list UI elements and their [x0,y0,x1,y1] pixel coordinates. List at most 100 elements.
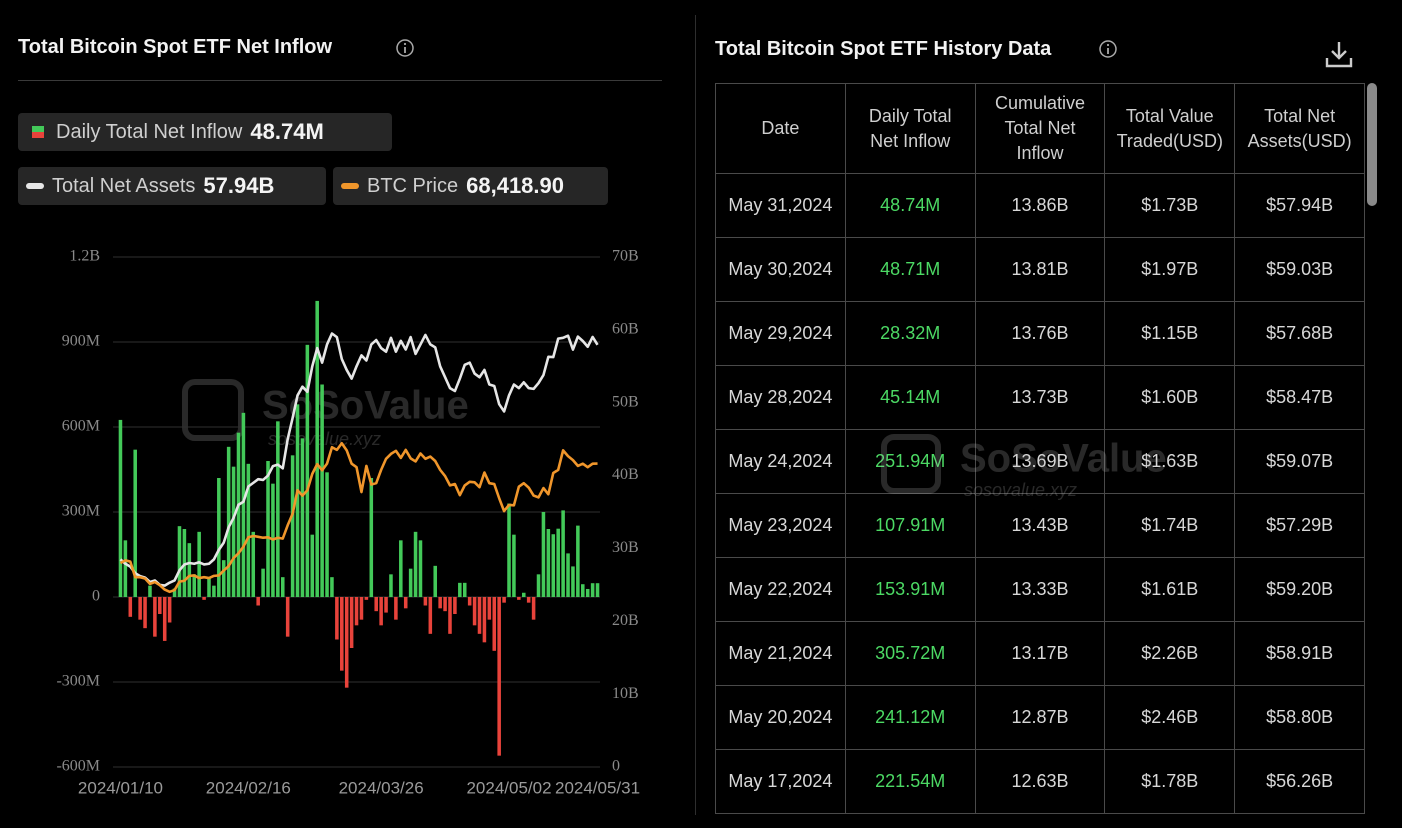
bar [158,597,162,614]
bar [197,531,201,597]
bar [453,597,457,614]
table-row: May 20,2024 241.12M 12.87B $2.46B $58.80B [715,685,1365,750]
table-cell: $57.68B [1234,301,1365,366]
table-row: May 23,2024 107.91M 13.43B $1.74B $57.29B [715,493,1365,558]
bar [276,421,280,597]
bar [256,597,260,606]
table-cell: May 17,2024 [715,749,846,814]
bar [123,540,128,597]
bar [551,534,556,597]
table-wrap: Date Daily Total Net Inflow Cumulative Tot… [715,83,1365,828]
y-tick-label: 900M [62,333,100,350]
bar [595,583,600,597]
bar [458,582,462,597]
bar [576,525,580,597]
bar [526,597,531,603]
table-cell: May 29,2024 [715,301,846,366]
table-cell: 241.12M [844,685,976,750]
bar [138,597,142,620]
bar [394,597,398,620]
line [119,441,598,594]
left-title: Total Bitcoin Spot ETF Net Inflow [18,36,333,58]
legend-chip[interactable]: Total Net Assets 57.94B [18,167,326,205]
table-cell: $57.29B [1234,493,1365,558]
bar [531,597,536,620]
bar [374,597,378,612]
legend-swatch [26,183,44,189]
bar [207,577,211,597]
download-icon[interactable] [1323,38,1355,70]
legend-chip[interactable]: Daily Total Net Inflow 48.74M [18,113,392,151]
y2-tick-label: 60B [612,321,639,338]
table-cell: 221.54M [844,749,976,814]
table-cell: $58.91B [1234,621,1365,686]
legend-chip[interactable]: BTC Price 68,418.90 [333,167,608,205]
bar [295,404,300,597]
table-cell: 48.74M [844,173,976,238]
table-cell: $57.94B [1234,173,1365,238]
bar [477,597,482,634]
bar [177,526,182,597]
bar [472,597,477,626]
bar [512,534,516,597]
header-row: Date Daily Total Net Inflow Cumulative Tot… [715,83,1365,174]
bar [433,565,438,597]
bar [335,597,339,640]
bar [231,466,236,597]
legend-label: Daily Total Net Inflow [56,120,243,143]
table-cell: 13.81B [974,237,1106,302]
line [119,332,599,587]
table-title: Total Bitcoin Spot ETF History Data [715,38,1052,60]
bar [536,574,541,597]
bar [192,574,197,597]
bar [497,597,501,756]
bar [467,597,472,606]
table-cell: 153.91M [844,557,976,622]
y2-tick-label: 10B [612,685,639,702]
bar [167,597,172,623]
bar [571,566,575,597]
bar [585,588,590,597]
bar [359,597,364,620]
table-cell: 28.32M [844,301,976,366]
bar [182,529,187,597]
table-cell: 251.94M [844,429,976,494]
bar [148,585,152,597]
bar [546,529,551,597]
bar [315,300,319,597]
table-cell: May 23,2024 [715,493,846,558]
bar [344,597,349,688]
divider [18,80,662,81]
info-icon[interactable] [1098,39,1118,59]
bar [443,597,447,612]
bar [246,463,251,597]
bar [492,597,497,651]
x-tick-label: 2024/05/31 [555,778,640,797]
bar [369,478,374,597]
watermark-brand: SoSoValue [960,437,1167,481]
bar [290,455,295,597]
legend-label: Total Net Assets [52,174,196,197]
table-row: May 22,2024 153.91M 13.33B $1.61B $59.20B [715,557,1365,622]
info-icon[interactable] [395,38,415,58]
bar [217,478,221,597]
y-tick-label: 0 [92,588,100,605]
bar [236,432,241,597]
table-cell: May 28,2024 [715,365,846,430]
column-header: Total Net Assets(USD) [1234,83,1365,174]
x-tick-label: 2024/05/02 [466,778,551,797]
bar [556,528,560,597]
table-cell: May 31,2024 [715,173,846,238]
column-header: Date [715,83,846,174]
y2-tick-label: 20B [612,612,639,629]
bar [261,568,265,597]
scrollbar[interactable] [1367,83,1377,206]
x-tick-label: 2024/03/26 [339,778,424,797]
bar [172,588,177,597]
table-cell: 305.72M [844,621,976,686]
table-cell: 45.14M [844,365,976,430]
table-cell: $59.20B [1234,557,1365,622]
bar [118,419,123,597]
table-cell: $1.97B [1104,237,1236,302]
